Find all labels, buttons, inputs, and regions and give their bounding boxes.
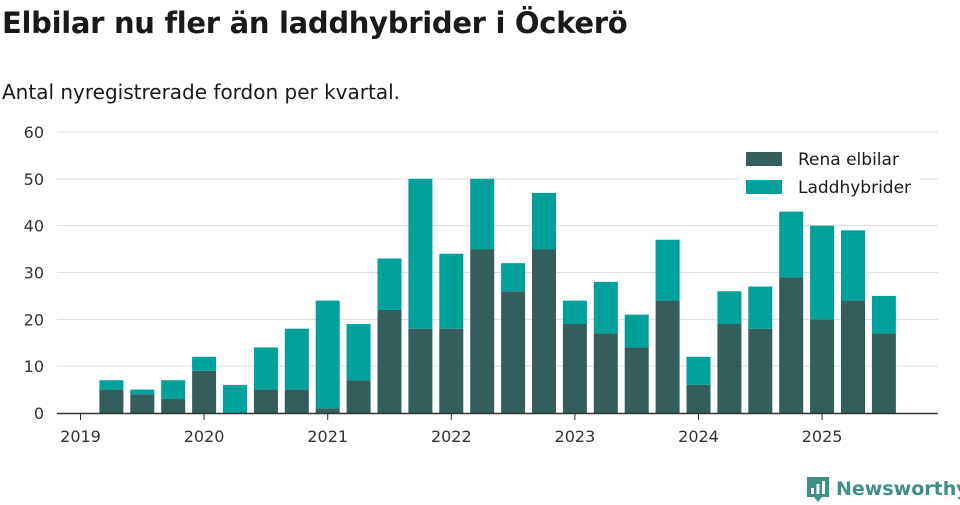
bar-rena-elbilar — [686, 384, 711, 413]
legend-swatch-rena-elbilar — [746, 152, 782, 166]
y-tick-label: 30 — [24, 264, 44, 283]
bar-laddhybrider — [470, 178, 495, 250]
bar-rena-elbilar — [532, 249, 556, 413]
bar-rena-elbilar — [161, 398, 186, 413]
x-tick-label: 2023 — [555, 427, 596, 446]
bar-rena-elbilar — [377, 309, 402, 413]
bar-rena-elbilar — [346, 380, 371, 413]
x-tick-label: 2021 — [307, 427, 348, 446]
bar-laddhybrider — [748, 286, 773, 329]
bar-rena-elbilar — [655, 300, 680, 413]
bar-laddhybrider — [223, 384, 247, 413]
bar-laddhybrider — [655, 239, 680, 301]
bar-laddhybrider — [686, 356, 711, 385]
bar-laddhybrider — [717, 291, 742, 325]
legend: Rena elbilar Laddhybrider — [740, 143, 920, 198]
bar-laddhybrider — [562, 300, 587, 325]
bar-rena-elbilar — [841, 300, 865, 413]
bar-laddhybrider — [377, 258, 402, 310]
bar-rena-elbilar — [748, 328, 773, 413]
bars — [99, 178, 896, 413]
bar-laddhybrider — [130, 389, 155, 395]
bar-laddhybrider — [192, 356, 217, 371]
bar-laddhybrider — [841, 230, 865, 301]
bar-laddhybrider — [779, 211, 804, 278]
bar-rena-elbilar — [315, 408, 340, 413]
bar-laddhybrider — [161, 380, 186, 399]
y-tick-label: 0 — [34, 404, 44, 423]
bar-rena-elbilar — [810, 319, 835, 413]
bar-rena-elbilar — [779, 277, 804, 413]
x-tick-label: 2024 — [678, 427, 719, 446]
bar-laddhybrider — [501, 263, 526, 292]
legend-swatch-laddhybrider — [746, 180, 782, 194]
newsworthy-icon — [807, 477, 829, 502]
bar-laddhybrider — [439, 253, 464, 329]
bar-laddhybrider — [315, 300, 340, 409]
bar-laddhybrider — [284, 328, 309, 390]
bar-rena-elbilar — [192, 370, 217, 413]
y-tick-label: 20 — [24, 310, 44, 329]
bar-laddhybrider — [624, 314, 649, 348]
bar-rena-elbilar — [624, 347, 649, 413]
bar-rena-elbilar — [593, 333, 618, 413]
bar-rena-elbilar — [470, 249, 495, 413]
bar-laddhybrider — [99, 380, 124, 390]
bar-rena-elbilar — [284, 389, 309, 413]
newsworthy-logo: Newsworthy — [805, 475, 960, 503]
bar-rena-elbilar — [501, 291, 526, 413]
y-axis: 0 10 20 30 40 50 60 — [24, 123, 44, 423]
x-axis: 2019 2020 2021 2022 2023 2024 2025 — [57, 412, 938, 446]
bar-laddhybrider — [408, 178, 433, 329]
x-tick-label: 2019 — [60, 427, 101, 446]
bar-rena-elbilar — [408, 328, 433, 413]
y-tick-label: 60 — [24, 123, 44, 142]
y-tick-label: 40 — [24, 217, 44, 236]
legend-label-rena-elbilar: Rena elbilar — [798, 150, 899, 170]
chart-subtitle: Antal nyregistrerade fordon per kvartal. — [2, 80, 401, 104]
bar-laddhybrider — [810, 225, 835, 320]
x-tick-label: 2020 — [184, 427, 225, 446]
y-tick-label: 10 — [24, 357, 44, 376]
bar-rena-elbilar — [130, 394, 155, 413]
bar-rena-elbilar — [253, 389, 278, 413]
bar-rena-elbilar — [562, 324, 587, 413]
bar-rena-elbilar — [871, 333, 896, 413]
bar-chart: 2019 2020 2021 2022 2023 2024 2025 0 10 20 30 40 50… — [24, 123, 938, 446]
x-tick-label: 2025 — [802, 427, 843, 446]
bar-laddhybrider — [871, 295, 896, 334]
legend-label-laddhybrider: Laddhybrider — [798, 178, 911, 198]
brand-name: Newsworthy — [836, 478, 960, 500]
bar-laddhybrider — [593, 281, 618, 334]
bar-rena-elbilar — [717, 324, 742, 413]
bar-laddhybrider — [253, 347, 278, 390]
y-tick-label: 50 — [24, 170, 44, 189]
bar-rena-elbilar — [439, 328, 464, 413]
x-tick-label: 2022 — [431, 427, 472, 446]
bar-laddhybrider — [532, 192, 556, 250]
bar-laddhybrider — [346, 324, 371, 381]
bar-rena-elbilar — [99, 389, 124, 413]
chart-title: Elbilar nu fler än laddhybrider i Öckerö — [2, 6, 628, 40]
